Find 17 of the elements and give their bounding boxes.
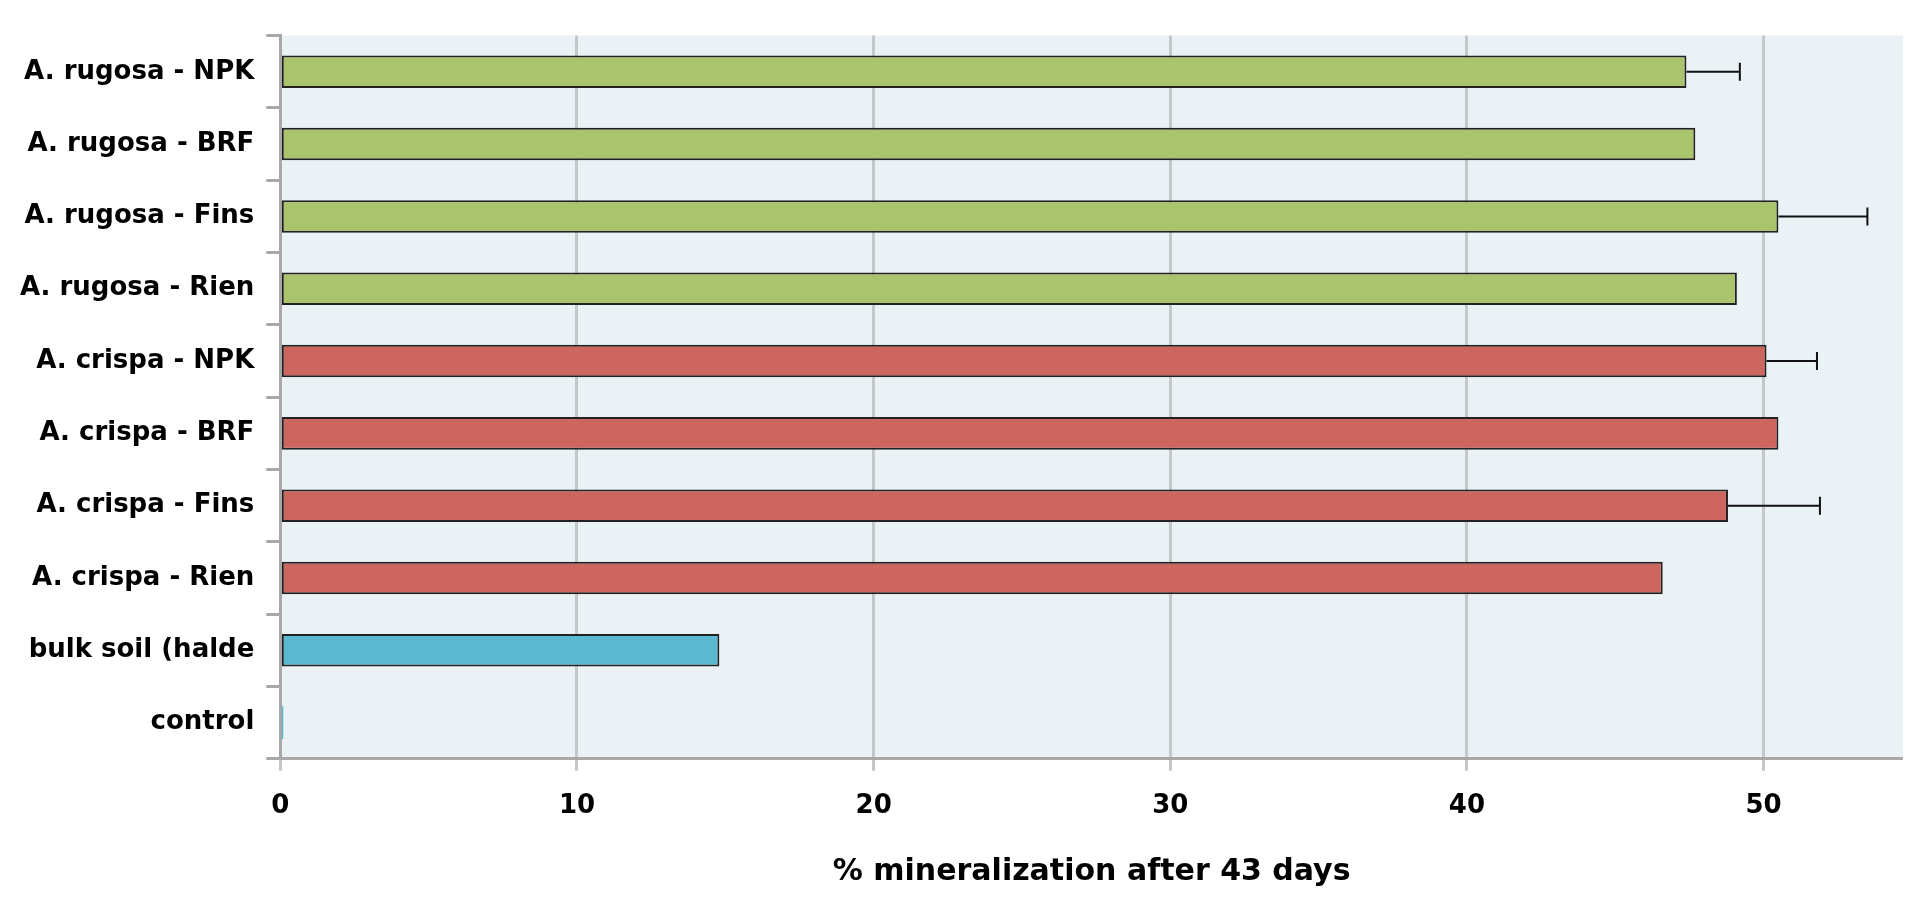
x-tick-label: 40 [1448,789,1486,820]
y-tick-label: A. rugosa - NPK [24,54,256,85]
x-tick-label: 0 [271,789,290,820]
y-tick-label: A. rugosa - Fins [24,199,255,230]
x-tick-label: 50 [1745,789,1782,820]
y-tick-label: A. rugosa - Rien [19,271,255,302]
y-tick-label: A. crispa - Fins [36,488,255,519]
y-tick-label: A. crispa - NPK [36,343,256,374]
y-tick-label: A. rugosa - BRF [27,126,255,157]
y-tick-label: bulk soil (halde [28,633,255,664]
x-tick-label: 10 [558,789,596,820]
x-axis-title: % mineralization after 43 days [832,851,1351,887]
y-tick-label: control [150,705,255,736]
x-tick-label: 20 [855,789,892,820]
y-tick-label: A. crispa - BRF [39,416,255,447]
x-tick-label: 30 [1152,789,1189,820]
y-tick-label: A. crispa - Rien [32,560,255,591]
